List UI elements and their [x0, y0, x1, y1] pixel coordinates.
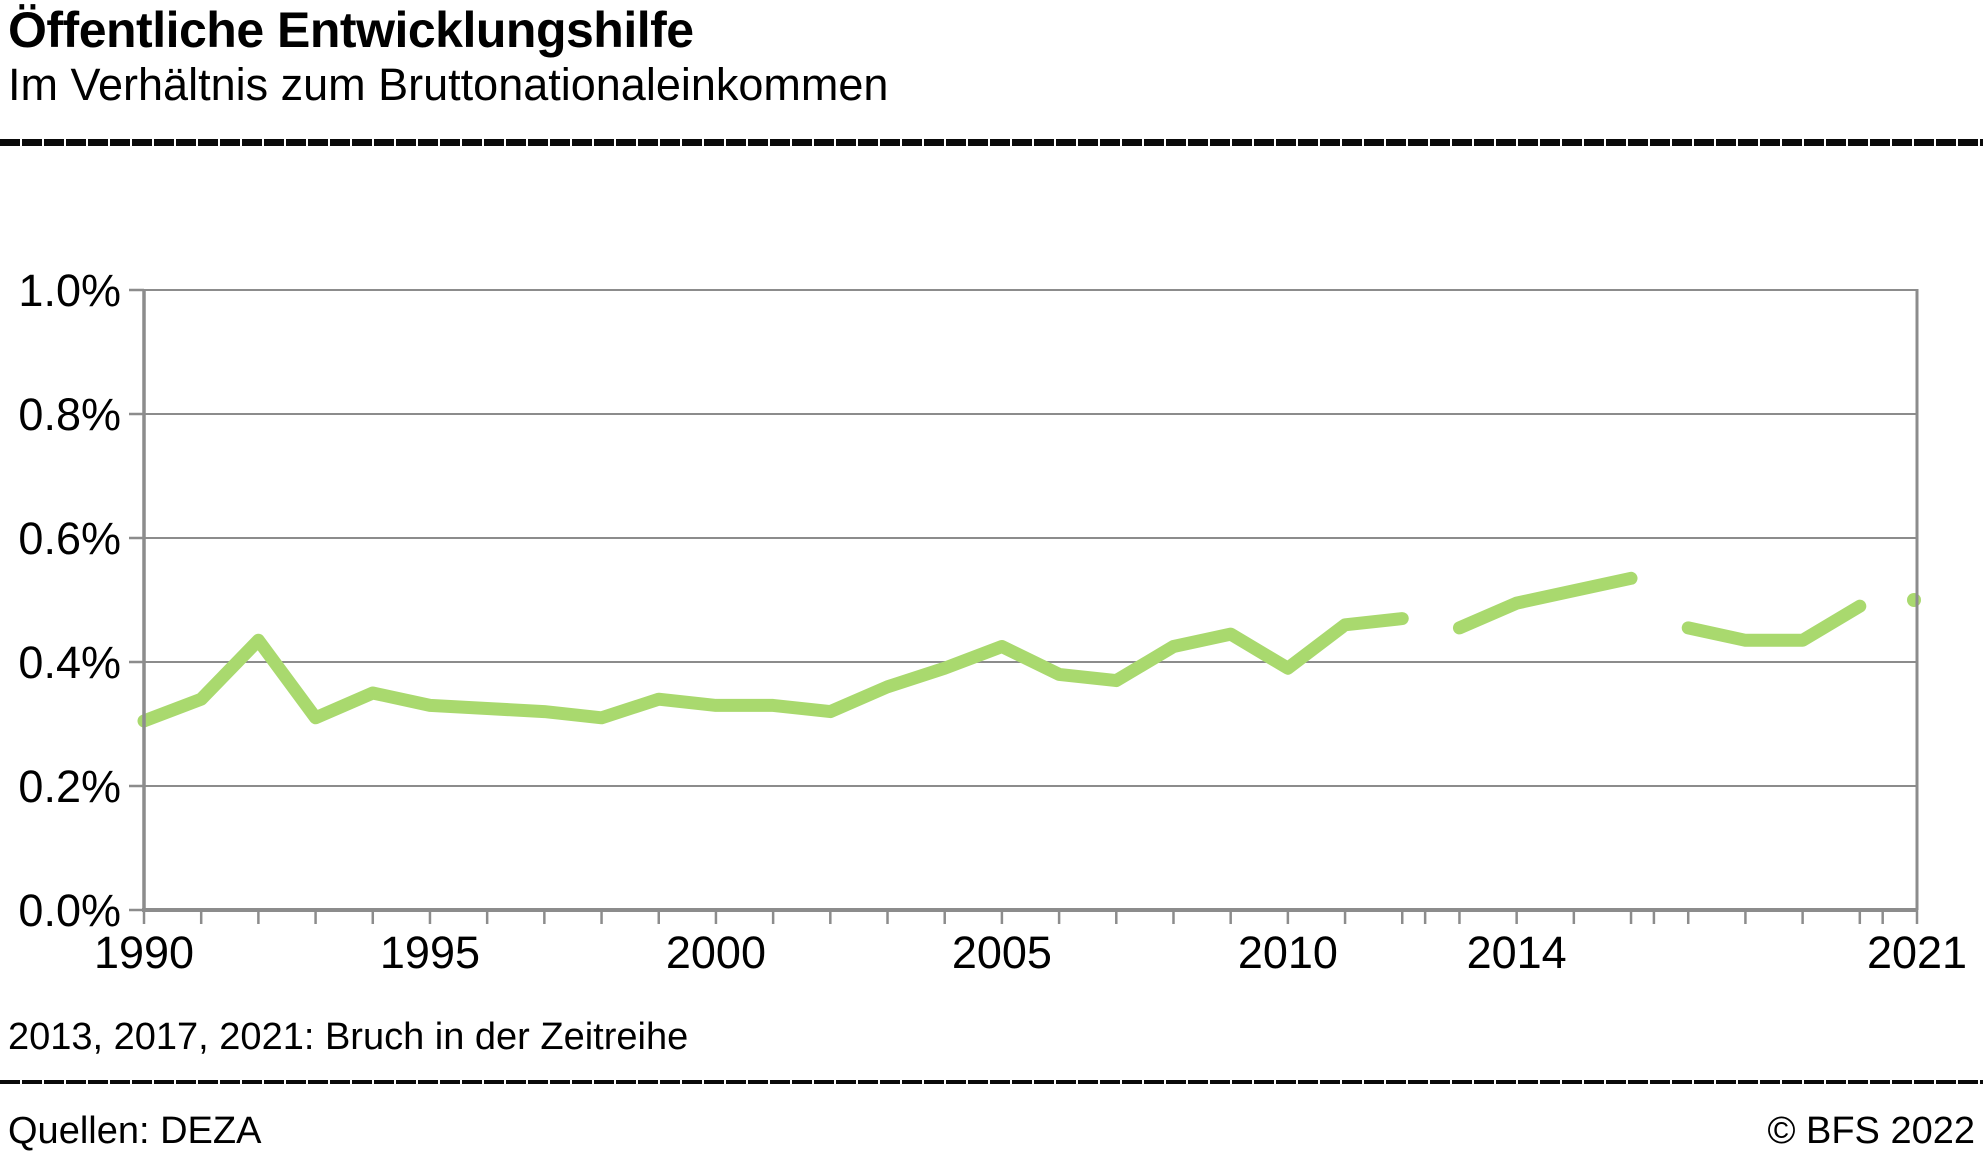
page-title: Öffentliche Entwicklungshilfe — [8, 2, 694, 58]
x-tick-label: 1990 — [94, 927, 194, 978]
chart-header: Öffentliche Entwicklungshilfe Im Verhält… — [8, 2, 888, 108]
y-tick-label: 0.2% — [18, 761, 121, 812]
y-tick-label: 1.0% — [18, 265, 121, 316]
data-point — [1907, 593, 1921, 607]
data-line-segment — [1452, 571, 1638, 635]
series-break-note: 2013, 2017, 2021: Bruch in der Zeitreihe — [8, 1016, 689, 1058]
y-tick-label: 0.6% — [18, 513, 121, 564]
data-line-segment — [137, 612, 1409, 728]
x-tick-label: 1995 — [380, 927, 480, 978]
bottom-divider — [0, 1080, 1983, 1084]
x-tick-label: 2014 — [1467, 927, 1567, 978]
copyright-label: © BFS 2022 — [1767, 1110, 1975, 1152]
x-tick-label: 2005 — [952, 927, 1052, 978]
y-tick-label: 0.4% — [18, 637, 121, 688]
data-line-segment — [1681, 599, 1867, 647]
source-label: Quellen: DEZA — [8, 1110, 262, 1152]
x-tick-label: 2021 — [1867, 927, 1967, 978]
x-tick-label: 2010 — [1238, 927, 1338, 978]
x-tick-label: 2000 — [666, 927, 766, 978]
page-subtitle: Im Verhältnis zum Bruttonationaleinkomme… — [8, 59, 889, 110]
top-divider — [0, 139, 1983, 146]
y-tick-label: 0.0% — [18, 885, 121, 936]
y-tick-label: 0.8% — [18, 389, 121, 440]
